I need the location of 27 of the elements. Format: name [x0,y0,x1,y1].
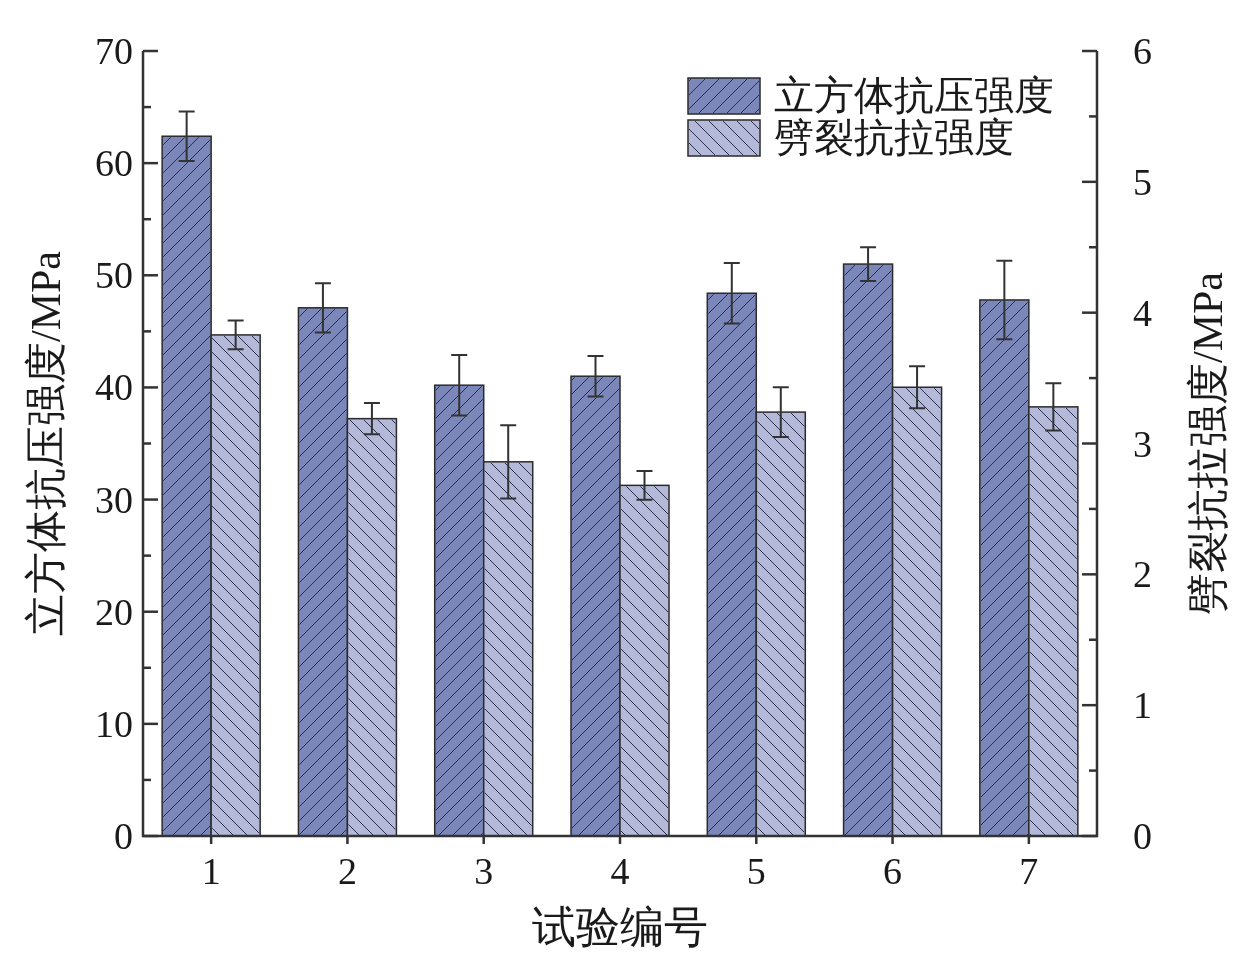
y2-tick-label: 1 [1133,684,1152,727]
x-tick-label: 2 [337,850,357,892]
y-tick-label: 30 [95,478,133,521]
x-tick-label: 7 [1019,850,1039,892]
x-tick-label: 4 [610,850,630,892]
y2-tick-label: 5 [1133,160,1152,203]
y-tick-label: 50 [95,254,133,297]
y2-axis-title: 劈裂抗拉强度/MPa [1185,271,1231,616]
y-tick-label: 20 [95,590,133,633]
x-tick-label: 3 [474,850,494,892]
y-tick-label: 60 [95,142,133,185]
legend-label: 立方体抗压强度 [774,73,1054,118]
legend-label: 劈裂抗拉强度 [774,115,1014,160]
y2-tick-label: 6 [1133,30,1152,72]
y-tick-label: 10 [95,702,133,745]
y-tick-label: 40 [95,366,133,409]
y2-tick-label: 3 [1133,422,1152,465]
y-tick-label: 70 [95,30,133,72]
x-axis-title: 试验编号 [532,903,708,952]
y-axis-title: 立方体抗压强度/MPa [23,250,69,637]
x-tick-label: 6 [883,850,903,892]
y2-tick-label: 4 [1133,291,1152,334]
x-tick-label: 5 [746,850,766,892]
y2-tick-label: 2 [1133,553,1152,596]
y2-tick-label: 0 [1133,815,1152,857]
x-tick-label: 1 [201,850,221,892]
y-tick-label: 0 [114,815,133,857]
